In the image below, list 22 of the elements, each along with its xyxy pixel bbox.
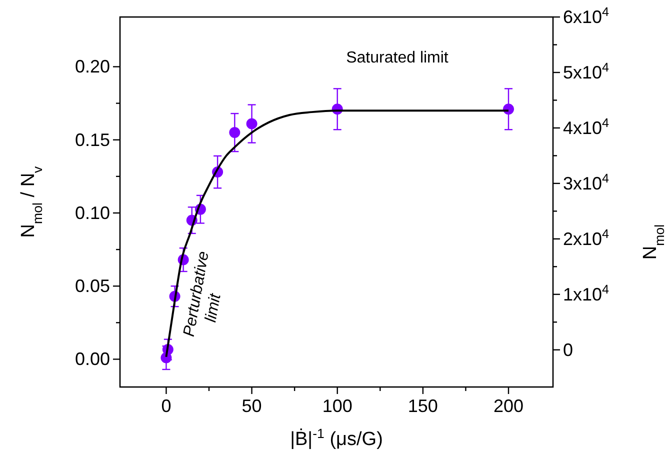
annotation: Saturated limit [346, 49, 449, 66]
y2-tick-label: 6x10$^{4}$ [563, 5, 610, 27]
x-tick-label: 100 [322, 396, 352, 416]
y2-tick-label: 1x10$^{4}$ [563, 282, 610, 304]
y-tick-label: 0.20 [74, 56, 110, 77]
x-tick-label: 200 [493, 396, 524, 416]
y-tick-label: 0.15 [74, 130, 110, 150]
y-tick-label: 0.10 [74, 202, 110, 223]
y2-tick-label: 5x10$^{4}$ [563, 60, 610, 82]
y-tick-label: 0.05 [74, 276, 110, 296]
point [229, 127, 240, 138]
x-axis-title: |Ḃ|$^{-1}$ (μs/G) [290, 426, 383, 450]
x-tick-label: 150 [408, 396, 438, 416]
y2-tick-label: 2x10$^{4}$ [563, 226, 610, 249]
y2-tick-label: 0 [563, 340, 574, 360]
x-tick-label: 0 [161, 396, 172, 416]
y2-tick-label: 3x10$^{4}$ [563, 171, 610, 194]
x-tick-label: 50 [242, 396, 262, 416]
point [246, 118, 258, 130]
y2-tick-label: 4x10$^{4}$ [563, 116, 610, 138]
annotation: Perturbative limit [180, 250, 224, 338]
y-tick-label: 0.00 [74, 349, 110, 370]
